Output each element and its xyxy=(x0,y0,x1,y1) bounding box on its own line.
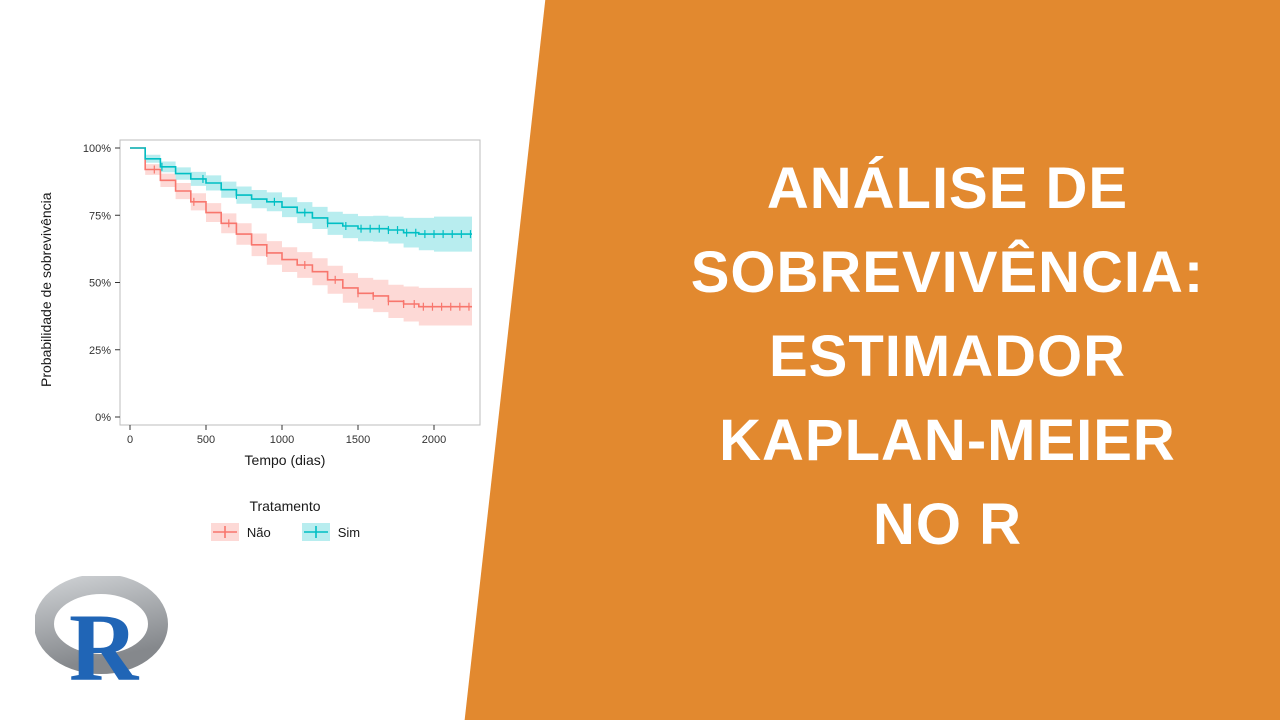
r-logo: R xyxy=(34,574,185,701)
svg-text:25%: 25% xyxy=(89,345,111,357)
km-chart: Probabilidade de sobrevivência 0 500 1000 1… xyxy=(30,130,510,570)
title-line-4: KAPLAN-MEIER xyxy=(719,408,1176,473)
svg-text:1000: 1000 xyxy=(270,434,294,446)
svg-text:0%: 0% xyxy=(95,412,111,424)
y-axis-label: Probabilidade de sobrevivência xyxy=(38,192,54,388)
legend-key-sim-icon xyxy=(301,523,330,541)
r-logo-ring-icon xyxy=(34,574,168,674)
svg-text:100%: 100% xyxy=(83,143,111,155)
svg-text:500: 500 xyxy=(197,434,215,446)
svg-text:0: 0 xyxy=(127,434,133,446)
svg-text:1500: 1500 xyxy=(346,434,370,446)
legend-entry-sim: Sim xyxy=(301,522,360,542)
r-logo-svg: R xyxy=(34,574,168,701)
legend-label-sim: Sim xyxy=(337,524,361,540)
legend-entry-nao: Não xyxy=(210,522,271,542)
svg-text:50%: 50% xyxy=(89,278,111,290)
title-line-3: ESTIMADOR xyxy=(769,324,1126,389)
legend-key-nao-icon xyxy=(210,523,239,541)
r-logo-letter: R xyxy=(69,594,140,692)
title-line-1: ANÁLISE DE xyxy=(766,156,1129,221)
svg-text:2000: 2000 xyxy=(422,434,446,446)
title-line-5: NO R xyxy=(873,492,1022,557)
km-plot-svg: 0 500 1000 1500 2000 0% 25% 50% 75% 100% xyxy=(83,139,481,446)
x-axis-label: Tempo (dias) xyxy=(244,452,326,468)
legend-row: Não Sim xyxy=(80,522,490,542)
legend-title: Tratamento xyxy=(249,498,321,514)
legend: Tratamento Não Sim xyxy=(80,498,490,542)
title-line-2: SOBREVIVÊNCIA: xyxy=(690,240,1205,305)
legend-label-nao: Não xyxy=(246,524,271,540)
title-block: ANÁLISE DE SOBREVIVÊNCIA: ESTIMADOR KAPL… xyxy=(635,122,1260,592)
svg-text:75%: 75% xyxy=(89,210,111,222)
